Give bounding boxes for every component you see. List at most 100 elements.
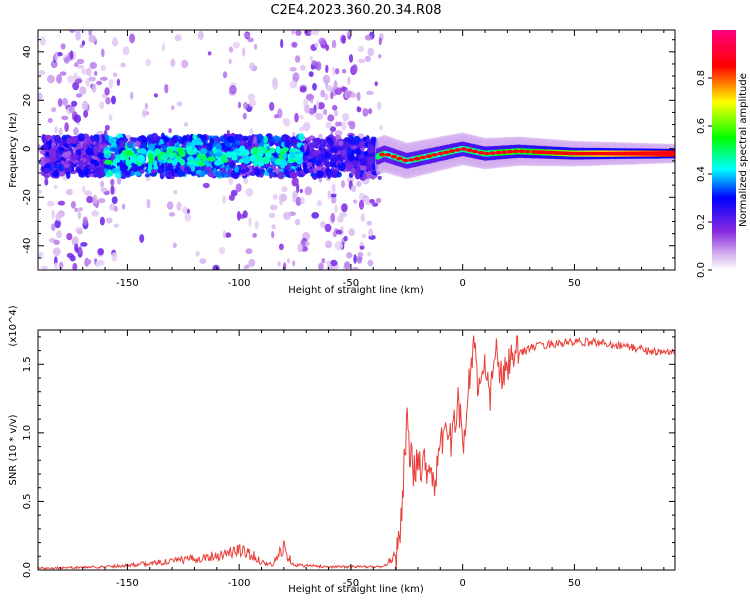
heat-cell — [88, 30, 93, 37]
heat-cell — [279, 199, 283, 206]
heat-cell — [299, 188, 303, 194]
heat-cell — [109, 147, 118, 152]
heat-cell — [348, 54, 354, 63]
heat-cell — [308, 107, 315, 115]
heat-cell — [318, 262, 324, 270]
heat-cell — [312, 83, 317, 91]
heat-cell — [269, 101, 275, 111]
heat-cell — [360, 213, 365, 223]
heat-cell — [353, 254, 357, 264]
heat-cell — [248, 99, 256, 107]
heat-cell — [101, 48, 105, 58]
heat-cell — [356, 257, 363, 264]
heat-cell — [246, 135, 254, 143]
heat-cell — [53, 164, 58, 169]
heat-cell — [49, 148, 57, 158]
heat-cell — [343, 160, 350, 165]
heat-cell — [82, 142, 87, 151]
heat-cell — [234, 165, 239, 173]
heat-cell — [186, 208, 190, 214]
heat-cell — [108, 79, 114, 89]
heat-cell — [51, 107, 57, 113]
heat-cell — [111, 95, 116, 105]
heat-cell — [244, 156, 251, 163]
heat-cell — [141, 109, 147, 118]
heat-cell — [73, 72, 78, 80]
y-tick-label: -40 — [22, 238, 33, 254]
heat-cell — [88, 76, 96, 82]
heat-cell — [72, 236, 79, 247]
y-tick-label: 1.0 — [22, 425, 33, 441]
heat-cell — [53, 184, 58, 190]
heat-cell — [239, 140, 246, 148]
heat-cell — [311, 212, 320, 219]
heat-cell — [298, 153, 304, 159]
heat-cell — [38, 92, 43, 101]
heat-cell — [431, 153, 438, 157]
heat-cell — [358, 192, 365, 201]
colorbar-label: Normalized spectral amplitude — [738, 73, 749, 227]
heat-cell — [269, 147, 276, 154]
heat-cell — [189, 159, 195, 165]
heat-cell — [419, 155, 427, 160]
heat-cell — [224, 173, 229, 178]
snr-panel: -150 -100 -50 0 50 0.0 0.5 1.0 1.5 Height of str… — [8, 305, 676, 595]
heat-cell — [86, 67, 92, 77]
heat-cell — [53, 239, 60, 245]
heat-cell — [146, 198, 151, 209]
heat-cell — [354, 147, 361, 156]
heat-cell — [82, 185, 86, 193]
heat-cell — [85, 147, 93, 156]
heat-cell — [132, 164, 139, 173]
heat-cell — [79, 86, 87, 95]
spectrogram-xlabel: Height of straight line (km) — [288, 285, 424, 296]
heat-cell — [248, 258, 256, 267]
x-tick-label: -150 — [116, 278, 139, 289]
heat-cell — [108, 114, 113, 121]
heat-cell — [309, 55, 313, 61]
heat-cell — [330, 195, 337, 204]
heat-cell — [218, 246, 226, 255]
heat-cell — [377, 175, 382, 180]
heat-cell — [159, 154, 167, 160]
heat-cell — [249, 128, 254, 135]
heat-cell — [326, 264, 334, 270]
heat-cell — [47, 200, 55, 207]
heat-cell — [191, 139, 196, 149]
heat-cell — [243, 101, 248, 110]
heat-cell — [282, 117, 288, 125]
heat-cell — [262, 156, 270, 165]
heat-cell — [304, 186, 313, 196]
heat-cell — [198, 170, 206, 178]
heat-cell — [112, 159, 117, 167]
heat-cell — [274, 114, 279, 119]
heat-cell — [342, 68, 347, 74]
heat-cell — [256, 133, 264, 142]
heat-cell — [82, 216, 88, 226]
heat-cell — [240, 162, 248, 171]
heat-cell — [129, 171, 136, 176]
heat-cell — [269, 156, 277, 162]
heat-cell — [242, 47, 246, 57]
heat-cell — [245, 187, 254, 197]
heat-cell — [317, 153, 325, 162]
heat-cell — [166, 163, 173, 172]
heat-cell — [249, 62, 255, 70]
heat-cell — [298, 133, 305, 141]
heat-cell — [369, 199, 375, 204]
heat-cell — [86, 196, 94, 204]
heat-cell — [312, 156, 318, 164]
colorbar-tick-label: 0.8 — [696, 70, 707, 86]
x-tick-label: -100 — [228, 578, 251, 589]
heat-cell — [220, 154, 228, 162]
heat-cell — [413, 156, 421, 161]
heat-cell — [518, 149, 525, 154]
heat-cell — [342, 35, 346, 44]
heat-cell — [65, 188, 73, 196]
heat-cell — [472, 149, 479, 154]
heat-cell — [192, 134, 198, 140]
heat-cell — [96, 80, 103, 86]
heat-cell — [325, 122, 332, 129]
heat-cell — [122, 203, 126, 210]
heat-cell — [237, 133, 243, 142]
